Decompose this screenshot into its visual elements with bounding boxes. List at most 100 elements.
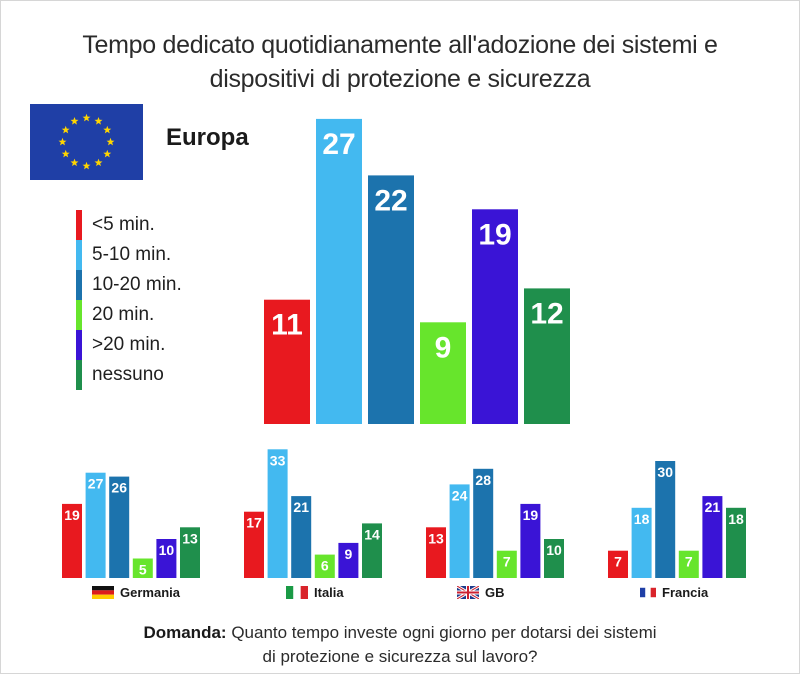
bar-value-label: 18 <box>728 511 744 527</box>
eu-flag-star <box>94 158 103 167</box>
bar-nessuno <box>524 288 570 424</box>
eu-flag-star <box>70 158 79 167</box>
bar-nessuno <box>362 523 382 578</box>
bar-value-label: 27 <box>322 128 355 161</box>
legend-swatch <box>76 210 82 240</box>
survey-question: Domanda: Quanto tempo investe ogni giorn… <box>0 621 800 669</box>
bar-value-label: 24 <box>452 487 468 503</box>
eu-flag-star <box>61 149 70 158</box>
question-line-1: Quanto tempo investe ogni giorno per dot… <box>231 623 657 642</box>
bar-group-francia: 7 18 30 7 21 18 <box>608 461 746 578</box>
bar-value-label: 7 <box>614 554 622 570</box>
legend-label: <5 min. <box>92 214 155 235</box>
bar-20 min. <box>314 554 335 578</box>
bar-20 min. <box>496 550 517 578</box>
eu-flag-star <box>82 113 91 122</box>
bar-10-20 min. <box>473 468 494 578</box>
bar-value-label: 21 <box>705 499 721 515</box>
bar-20 min. <box>678 550 699 578</box>
legend-swatch <box>76 330 82 360</box>
bar-value-label: 5 <box>139 562 147 578</box>
bar->20 min. <box>338 542 359 578</box>
bar-nessuno <box>180 527 200 578</box>
bar-10-20 min. <box>368 175 414 424</box>
eu-flag-star <box>94 117 103 125</box>
bar-value-label: 10 <box>546 542 562 558</box>
eu-flag-star <box>103 149 112 158</box>
bar-10-20 min. <box>655 461 676 578</box>
country-name: Italia <box>314 585 344 600</box>
bar-group-gb: 13 24 28 7 19 10 <box>426 468 564 578</box>
bar-20 min. <box>132 558 153 578</box>
legend-label: 20 min. <box>92 304 155 325</box>
country-name: GB <box>485 585 505 600</box>
legend-label: 5-10 min. <box>92 244 172 265</box>
bar-nessuno <box>726 507 746 578</box>
bar-value-label: 18 <box>634 511 650 527</box>
bar->20 min. <box>156 539 177 578</box>
bar-value-label: 28 <box>475 472 491 488</box>
region-label: Europa <box>166 124 249 151</box>
bar-5-10 min. <box>85 472 106 578</box>
bar-value-label: 26 <box>111 480 127 496</box>
uk-flag-icon <box>457 586 479 599</box>
bar-value-label: 19 <box>64 507 80 523</box>
bar-value-label: 9 <box>345 546 353 562</box>
chart-title-line-2: dispositivi di protezione e sicurezza <box>209 65 591 93</box>
legend-swatch <box>76 300 82 330</box>
bar-10-20 min. <box>109 476 130 578</box>
eu-flag-star <box>82 161 91 170</box>
bar-value-label: 19 <box>523 507 539 523</box>
bar->20 min. <box>520 503 541 578</box>
bar-value-label: 13 <box>182 530 198 546</box>
country-label-francia: Francia <box>640 585 708 600</box>
question-line-2: di protezione e sicurezza sul lavoro? <box>262 647 538 666</box>
bar-value-label: 7 <box>685 554 693 570</box>
bar-<5 min. <box>608 550 628 578</box>
bar-<5 min. <box>426 527 446 578</box>
country-label-italia: Italia <box>286 585 344 600</box>
bar-group-germania: 19 27 26 5 10 13 <box>62 472 200 578</box>
bar-value-label: 14 <box>364 526 380 542</box>
bar-value-label: 10 <box>159 542 175 558</box>
eu-flag-star <box>70 117 79 125</box>
germany-flag-icon <box>92 586 114 599</box>
italy-flag-icon <box>286 586 308 599</box>
bar-value-label: 7 <box>503 554 511 570</box>
eu-flag-star <box>61 125 70 134</box>
legend-label: 10-20 min. <box>92 274 182 295</box>
eu-flag-star <box>58 137 67 146</box>
bar-5-10 min. <box>267 449 288 578</box>
legend-swatch <box>76 270 82 300</box>
bar-value-label: 13 <box>428 530 444 546</box>
bar-5-10 min. <box>449 484 470 578</box>
bar-value-label: 33 <box>270 452 286 468</box>
country-label-germania: Germania <box>92 585 180 600</box>
bar-group-europa: 11 27 22 9 19 12 <box>264 118 570 425</box>
bar-value-label: 9 <box>435 331 452 364</box>
bar-value-label: 21 <box>293 499 309 515</box>
bar-value-label: 19 <box>478 218 511 251</box>
legend-label: >20 min. <box>92 334 166 355</box>
legend-swatch <box>76 360 82 390</box>
bar-value-label: 11 <box>271 309 303 342</box>
bar-value-label: 17 <box>246 515 262 531</box>
bar-<5 min. <box>264 299 310 424</box>
bar-value-label: 6 <box>321 558 329 574</box>
bar-group-italia: 17 33 21 69 14 <box>244 449 382 578</box>
chart-title: Tempo dedicato quotidianamente all'adozi… <box>0 28 800 96</box>
legend-label: nessuno <box>92 364 164 385</box>
bar-5-10 min. <box>631 507 652 578</box>
bar-value-label: 12 <box>530 297 563 330</box>
bar-<5 min. <box>244 511 264 578</box>
country-name: Francia <box>662 585 709 600</box>
bar-20 min. <box>420 322 466 424</box>
question-label: Domanda: <box>143 623 227 642</box>
bar-10-20 min. <box>291 496 312 578</box>
france-flag-icon <box>640 587 656 598</box>
legend-swatch <box>76 240 82 270</box>
bar->20 min. <box>472 209 518 424</box>
bar-value-label: 22 <box>374 184 407 217</box>
chart-title-line-1: Tempo dedicato quotidianamente all'adozi… <box>82 31 718 59</box>
